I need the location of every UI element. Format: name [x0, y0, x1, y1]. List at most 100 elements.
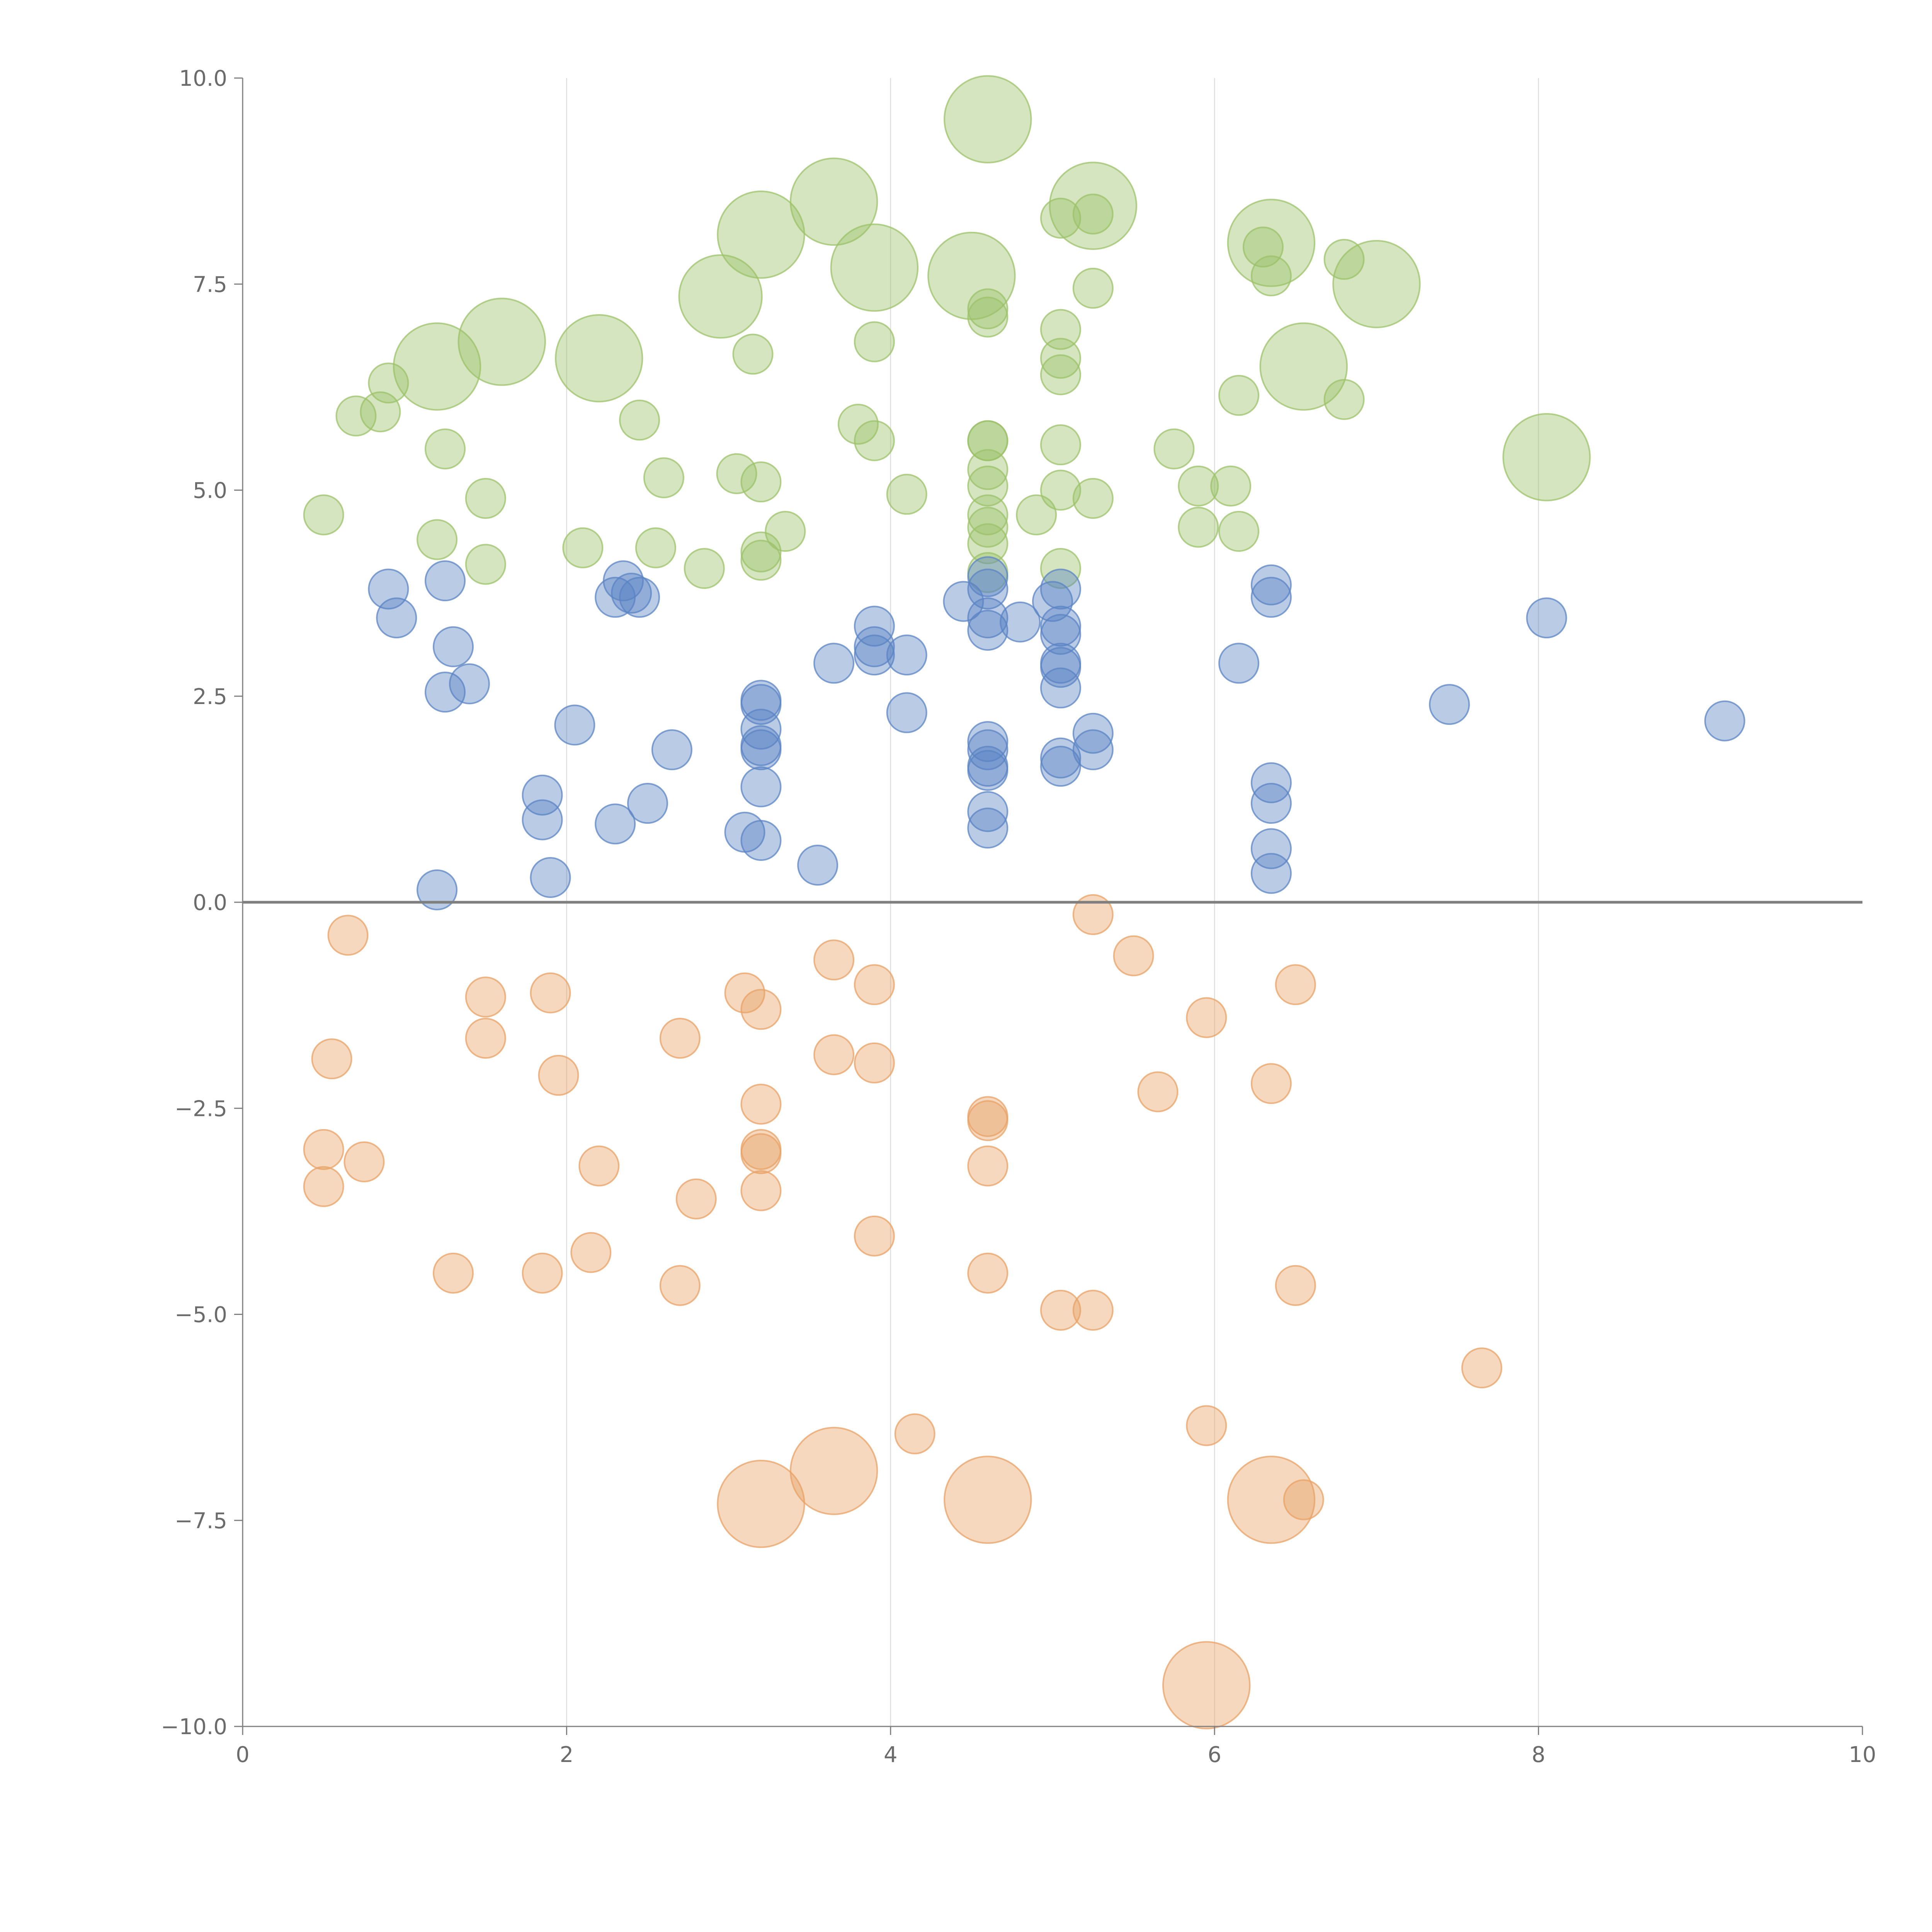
orange-bubble	[724, 972, 765, 1014]
blue-bubble	[740, 820, 782, 861]
blue-bubble	[522, 799, 563, 840]
orange-bubble	[813, 939, 855, 981]
orange-bubble	[530, 972, 571, 1014]
green-bubble	[967, 296, 1009, 338]
green-bubble	[740, 461, 782, 503]
blue-bubble	[627, 783, 668, 824]
green-bubble	[465, 544, 506, 585]
blue-bubble	[854, 634, 895, 676]
y-axis-ticks: 10.0 7.5 5.0 2.5 0.0 −2.5 −5.0 −7.5 −10.0	[161, 66, 243, 1740]
blue-bubble	[554, 704, 595, 746]
blue-bubble	[417, 869, 458, 911]
green-bubble	[1040, 309, 1081, 350]
blue-bubble	[813, 643, 855, 684]
green-bubble	[684, 548, 725, 589]
orange-bubble	[740, 1170, 782, 1211]
blue-bubble	[1429, 684, 1470, 725]
orange-bubble	[1186, 997, 1227, 1038]
orange-bubble	[675, 1178, 717, 1219]
green-bubble	[944, 75, 1032, 163]
blue-bubble	[425, 560, 466, 602]
y-tick-label: 2.5	[193, 684, 227, 709]
orange-bubble	[465, 976, 506, 1018]
green-bubble	[1210, 465, 1252, 507]
green-bubble	[1040, 548, 1081, 589]
x-axis-ticks: 0 2 4 6 8 10	[236, 1726, 1876, 1767]
green-bubble	[635, 527, 676, 568]
green-bubble	[1072, 478, 1114, 519]
green-bubble	[967, 523, 1009, 565]
green-bubble	[740, 531, 782, 573]
orange-bubble	[854, 1215, 895, 1257]
orange-bubble	[944, 1456, 1032, 1544]
green-bubble	[562, 527, 604, 568]
orange-bubble	[967, 1100, 1009, 1141]
y-tick-label: 5.0	[193, 478, 227, 503]
green-bubble	[555, 314, 643, 403]
green-bubble	[740, 539, 782, 581]
orange-bubble	[1227, 1456, 1316, 1544]
green-bubble	[1040, 338, 1081, 379]
blue-bubble	[740, 729, 782, 770]
blue-bubble	[967, 568, 1009, 610]
orange-bubble	[538, 1054, 579, 1096]
orange-bubble	[967, 1145, 1009, 1187]
blue-bubble	[797, 845, 838, 886]
green-bubble	[830, 223, 919, 312]
orange-bubble	[303, 1166, 344, 1207]
green-bubble	[967, 420, 1009, 461]
green-bubble	[1040, 424, 1081, 466]
green-bubble	[1072, 193, 1114, 235]
orange-bubble	[311, 1038, 352, 1080]
orange-bubble	[717, 1459, 805, 1548]
green-bubble	[967, 507, 1009, 548]
orange-bubble	[344, 1141, 385, 1182]
green-bubble	[368, 362, 409, 404]
green-bubble	[854, 321, 895, 362]
green-bubble	[1040, 197, 1081, 239]
blue-bubble	[522, 774, 563, 816]
blue-bubble	[1072, 729, 1114, 770]
green-bubble	[1049, 162, 1138, 250]
blue-bubble	[1040, 746, 1081, 787]
green-bubble	[1323, 379, 1365, 420]
orange-bubble	[570, 1232, 612, 1273]
green-bubble	[1040, 354, 1081, 395]
blue-bubble	[886, 634, 927, 676]
green-bubble	[789, 157, 878, 246]
green-bubble	[1227, 199, 1316, 287]
blue-bubble	[1250, 564, 1292, 605]
green-bubble	[465, 478, 506, 519]
green-bubble	[854, 420, 895, 461]
blue-bubble	[967, 808, 1009, 849]
orange-bubble	[1072, 1289, 1114, 1331]
blue-bubble	[1040, 647, 1081, 688]
green-bubble	[1218, 375, 1260, 416]
blue-bubble	[449, 663, 490, 704]
orange-bubble	[1113, 935, 1154, 976]
x-tick-label: 6	[1208, 1742, 1221, 1767]
orange-bubble	[967, 1252, 1009, 1294]
y-tick-label: −2.5	[175, 1096, 227, 1121]
blue-bubble	[1040, 568, 1081, 610]
blue-bubble	[1040, 605, 1081, 647]
orange-bubble	[740, 1083, 782, 1125]
orange-bubble	[894, 1413, 935, 1454]
blue-bubble	[1000, 601, 1041, 643]
orange-bubble	[854, 1042, 895, 1083]
orange-bubble	[1072, 894, 1114, 935]
green-bubble	[967, 494, 1009, 536]
x-tick-label: 10	[1849, 1742, 1876, 1767]
blue-bubble	[967, 610, 1009, 651]
x-tick-label: 8	[1532, 1742, 1546, 1767]
orange-bubble	[327, 915, 369, 956]
orange-bubble	[522, 1252, 563, 1294]
blue-bubble	[1040, 737, 1081, 779]
orange-bubble	[854, 964, 895, 1005]
blue-bubble	[1704, 700, 1745, 742]
blue-bubble	[1250, 828, 1292, 869]
blue-bubble	[432, 626, 474, 667]
green-bubble	[1259, 322, 1348, 411]
orange-bubble	[1137, 1071, 1179, 1112]
